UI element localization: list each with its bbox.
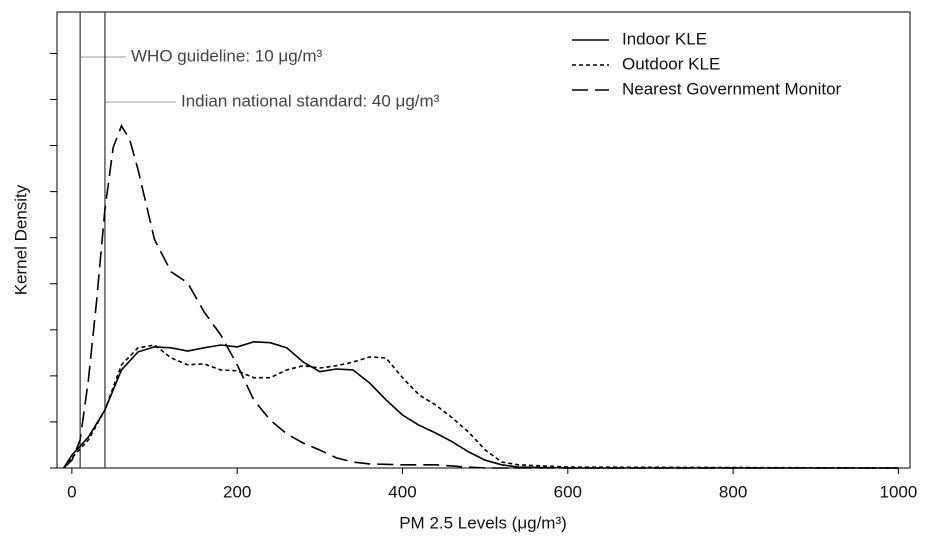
annotation: Indian national standard: 40 μg/m³ bbox=[181, 91, 440, 110]
x-tick-label: 800 bbox=[719, 482, 747, 501]
x-tick-label: 600 bbox=[554, 482, 582, 501]
legend-label: Outdoor KLE bbox=[622, 54, 720, 73]
series-line bbox=[63, 123, 899, 469]
series-line bbox=[62, 344, 899, 469]
x-tick-label: 0 bbox=[67, 482, 76, 501]
y-axis-title: Kernel Density bbox=[11, 184, 30, 295]
series-line bbox=[62, 340, 899, 469]
x-axis-title: PM 2.5 Levels (μg/m³) bbox=[399, 513, 567, 532]
legend-label: Nearest Government Monitor bbox=[622, 79, 842, 98]
x-tick-label: 400 bbox=[388, 482, 416, 501]
legend-label: Indoor KLE bbox=[622, 29, 707, 48]
x-tick-label: 200 bbox=[223, 482, 251, 501]
annotation: WHO guideline: 10 μg/m³ bbox=[131, 46, 323, 65]
x-tick-label: 1000 bbox=[880, 482, 918, 501]
